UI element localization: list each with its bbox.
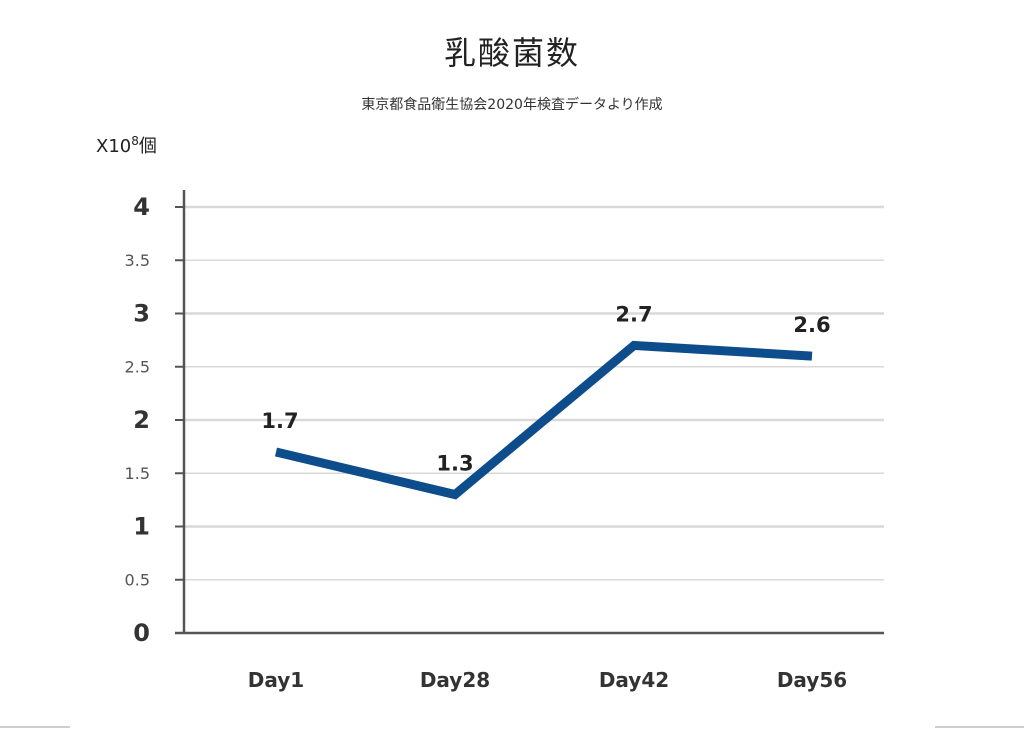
x-tick-label-2: Day42 (599, 668, 669, 692)
y-tick-label-6: 3 (133, 300, 150, 328)
x-tick-label-1: Day28 (420, 668, 490, 692)
data-label-3: 2.6 (793, 313, 830, 337)
data-label-2: 2.7 (615, 302, 652, 326)
y-tick-label-0: 0 (133, 619, 150, 647)
bottom-edge-left (0, 726, 70, 728)
series-line (274, 340, 813, 500)
y-tick-label-2: 1 (133, 513, 150, 541)
x-tick-label-0: Day1 (248, 668, 304, 692)
y-tick-label-3: 1.5 (125, 464, 150, 483)
y-tick-label-4: 2 (133, 406, 150, 434)
chart-title: 乳酸菌数 (443, 34, 580, 72)
y-tick-label-1: 0.5 (125, 570, 150, 589)
data-label-1: 1.3 (436, 452, 473, 476)
y-axis-unit: X108個 (96, 132, 157, 158)
y-tick-label-5: 2.5 (125, 357, 150, 376)
unit-base: X10 (96, 136, 132, 157)
y-tick-label-7: 3.5 (125, 251, 150, 270)
chart-subtitle: 東京都食品衛生協会2020年検査データより作成 (361, 97, 663, 113)
data-label-0: 1.7 (261, 409, 298, 433)
unit-suffix: 個 (138, 136, 157, 157)
y-tick-label-8: 4 (133, 193, 150, 221)
x-tick-label-3: Day56 (777, 668, 847, 692)
unit-exponent: 8 (131, 134, 139, 148)
bottom-edge-right (935, 726, 1024, 728)
